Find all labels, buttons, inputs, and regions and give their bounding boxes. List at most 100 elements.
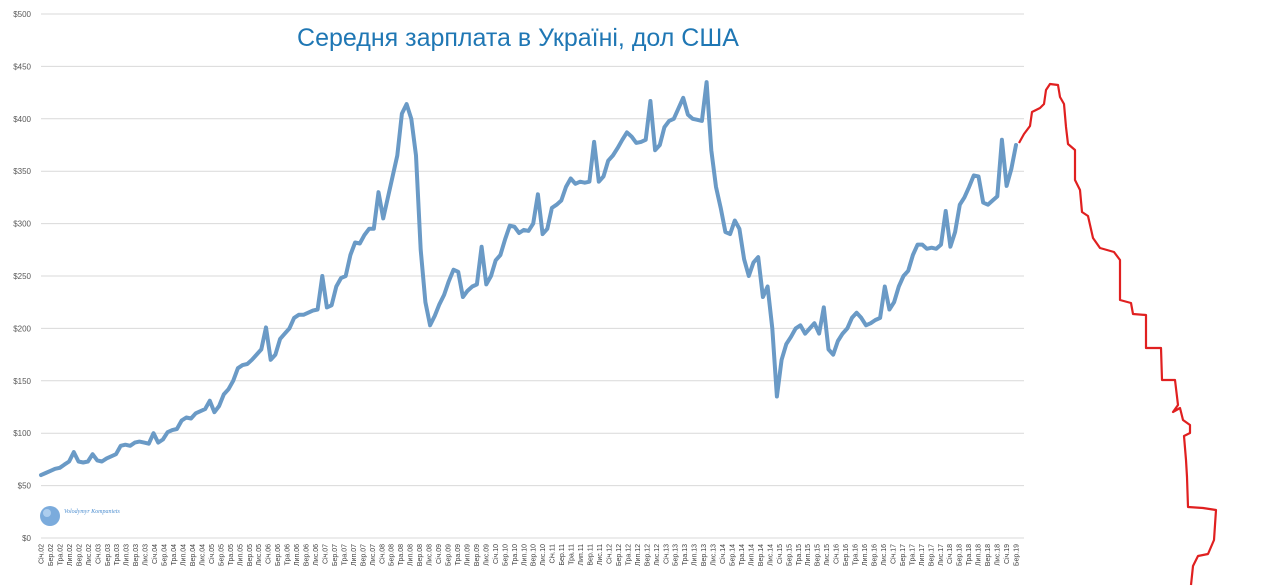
x-tick-label: Вер.16 xyxy=(872,544,879,566)
x-tick-label: Вер.15 xyxy=(815,544,822,566)
y-tick-label: $250 xyxy=(13,272,31,281)
x-tick-label: Січ.11 xyxy=(549,544,557,564)
x-tick-label: Бер.06 xyxy=(275,544,282,566)
x-tick-label: Лип.02 xyxy=(67,544,74,566)
y-axis-ticks: $0 $50 $100 $150 $200 $250 $300 $350 $400 $450 $50… xyxy=(13,10,31,543)
x-tick-label: Вер.04 xyxy=(190,544,197,566)
x-tick-label: Лип.15 xyxy=(805,544,812,566)
x-tick-label: Бер.15 xyxy=(786,544,793,566)
x-tick-label: Вер.17 xyxy=(928,544,935,566)
x-tick-label: Тра.08 xyxy=(398,544,405,566)
x-tick-label: Січ.02 xyxy=(38,544,46,564)
y-tick-label: $0 xyxy=(22,534,31,543)
x-tick-label: Лип.16 xyxy=(862,544,869,566)
x-tick-label: Вер.07 xyxy=(360,544,367,566)
x-tick-label: Лис.08 xyxy=(427,544,434,566)
x-tick-label: Лис.06 xyxy=(313,544,320,566)
x-tick-label: Тра.06 xyxy=(285,544,292,566)
x-tick-label: Січ.12 xyxy=(605,544,613,564)
x-tick-label: Тра.11 xyxy=(569,544,576,565)
x-tick-label: Бер.08 xyxy=(389,544,396,566)
x-tick-label: Бер.07 xyxy=(332,544,339,566)
author-logo: Volodymyr Kompaniets xyxy=(40,506,120,526)
x-tick-label: Вер.10 xyxy=(531,544,538,566)
x-tick-label: Вер.13 xyxy=(701,544,708,566)
x-tick-label: Січ.08 xyxy=(378,544,386,564)
x-tick-label: Тра.07 xyxy=(341,544,348,566)
x-tick-label: Січ.07 xyxy=(321,544,329,564)
x-tick-label: Тра.18 xyxy=(966,544,973,566)
x-tick-label: Вер.02 xyxy=(76,544,83,566)
x-tick-label: Лип.08 xyxy=(408,544,415,566)
x-tick-label: Бер.09 xyxy=(446,544,453,566)
x-tick-label: Лип.17 xyxy=(919,544,926,566)
x-tick-label: Бер.10 xyxy=(502,544,509,566)
x-tick-label: Лис.12 xyxy=(654,544,661,566)
x-tick-label: Бер.16 xyxy=(843,544,850,566)
x-tick-label: Бер.13 xyxy=(673,544,680,566)
x-tick-label: Бер.14 xyxy=(730,544,737,566)
x-tick-label: Бер.03 xyxy=(105,544,112,566)
x-tick-label: Січ.19 xyxy=(1003,544,1011,564)
y-tick-label: $450 xyxy=(13,62,31,71)
x-tick-label: Лип.14 xyxy=(748,544,755,566)
x-tick-label: Лис.11 xyxy=(597,544,604,565)
x-tick-label: Тра.16 xyxy=(853,544,860,566)
x-tick-label: Січ.13 xyxy=(662,544,670,564)
x-tick-label: Тра.04 xyxy=(171,544,178,566)
x-tick-label: Січ.16 xyxy=(833,544,841,564)
x-tick-label: Тра.10 xyxy=(512,544,519,566)
x-tick-label: Тра.17 xyxy=(909,544,916,566)
x-tick-label: Вер.05 xyxy=(247,544,254,566)
x-tick-label: Лис.04 xyxy=(199,544,206,566)
x-tick-label: Лис.02 xyxy=(86,544,93,566)
y-tick-label: $500 xyxy=(13,10,31,19)
x-tick-label: Лип.09 xyxy=(464,544,471,566)
x-tick-label: Вер.18 xyxy=(985,544,992,566)
x-tick-label: Тра.14 xyxy=(739,544,746,566)
x-tick-label: Січ.03 xyxy=(94,544,102,564)
x-tick-label: Січ.15 xyxy=(776,544,784,564)
x-tick-label: Тра.05 xyxy=(228,544,235,566)
x-tick-label: Лис.07 xyxy=(370,544,377,566)
x-tick-label: Січ.04 xyxy=(151,544,159,564)
hand-drawn-annotation xyxy=(1018,82,1218,586)
x-tick-label: Січ.14 xyxy=(719,544,727,564)
x-tick-label: Лис.10 xyxy=(540,544,547,566)
x-tick-label: Вер.11 xyxy=(588,544,595,566)
x-tick-label: Січ.18 xyxy=(946,544,954,564)
y-tick-label: $300 xyxy=(13,220,31,229)
x-tick-label: Бер.18 xyxy=(957,544,964,566)
x-tick-label: Січ.10 xyxy=(492,544,500,564)
x-tick-label: Бер.19 xyxy=(1014,544,1021,566)
x-tick-label: Вер.09 xyxy=(474,544,481,566)
x-tick-label: Лип.04 xyxy=(180,544,187,566)
x-tick-label: Тра.03 xyxy=(114,544,121,566)
x-tick-label: Лис.13 xyxy=(711,544,718,566)
x-tick-label: Вер.06 xyxy=(304,544,311,566)
x-tick-label: Тра.13 xyxy=(682,544,689,566)
globe-logo-icon xyxy=(40,506,60,526)
y-tick-label: $200 xyxy=(13,324,31,333)
x-tick-label: Вер.12 xyxy=(644,544,651,566)
x-tick-label: Тра.02 xyxy=(57,544,64,566)
x-tick-label: Бер.12 xyxy=(616,544,623,566)
x-tick-label: Вер.08 xyxy=(417,544,424,566)
x-tick-label: Лис.09 xyxy=(483,544,490,566)
x-tick-label: Лис.03 xyxy=(143,544,150,566)
chart-title: Середня зарплата в Україні, дол США xyxy=(297,24,739,52)
x-tick-label: Лип.11 xyxy=(578,544,585,566)
x-tick-label: Січ.06 xyxy=(265,544,273,564)
series-line-salary xyxy=(39,80,1018,478)
x-tick-label: Лип.06 xyxy=(294,544,301,566)
x-axis-ticks: Січ.02 Бер.02 Тра.02 Лип.02 Вер.02 Лис.02 Січ.… xyxy=(38,544,1021,566)
y-tick-label: $350 xyxy=(13,167,31,176)
x-tick-label: Лип.13 xyxy=(692,544,699,566)
x-tick-label: Бер.11 xyxy=(559,544,566,566)
x-tick-label: Лис.18 xyxy=(995,544,1002,566)
x-tick-label: Січ.05 xyxy=(208,544,216,564)
y-tick-label: $400 xyxy=(13,115,31,124)
x-tick-label: Бер.02 xyxy=(48,544,55,566)
logo-text: Volodymyr Kompaniets xyxy=(64,509,120,515)
